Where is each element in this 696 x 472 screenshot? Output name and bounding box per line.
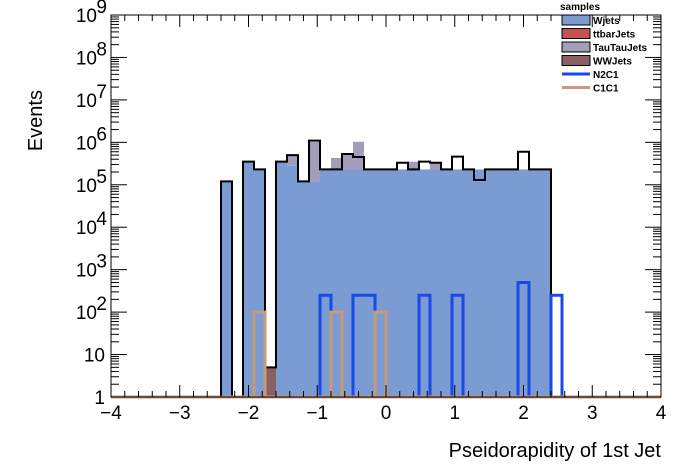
- bar-Wjets-20: [331, 169, 342, 397]
- y-tick-exponent-9: 9: [96, 0, 107, 18]
- legend-swatch-TauTauJets: [561, 41, 591, 53]
- y-tick-exponent-6: 6: [96, 124, 107, 145]
- bar-Wjets-24: [375, 169, 386, 397]
- y-tick-label-1: 10: [84, 346, 105, 367]
- x-tick-label-8: 4: [656, 403, 667, 424]
- bar-Wjets-22: [353, 169, 364, 397]
- bar-TauTauJets-27: [408, 161, 419, 170]
- y-tick-label-2: 10: [76, 303, 97, 324]
- bar-Wjets-36: [507, 169, 518, 397]
- bar-Wjets-35: [496, 169, 507, 397]
- x-tick-label-0: −4: [100, 403, 122, 424]
- bar-TauTauJets-16: [287, 155, 298, 166]
- y-tick-label-6: 10: [76, 133, 97, 154]
- legend-label-N2C1: N2C1: [593, 70, 619, 81]
- y-tick-exponent-5: 5: [96, 167, 107, 188]
- series-TauTauJets: [287, 141, 441, 182]
- bar-Wjets-27: [408, 169, 419, 397]
- bar-Wjets-25: [386, 169, 397, 397]
- stack-outline: [111, 139, 661, 398]
- legend-label-Wjets: Wjets: [593, 16, 620, 27]
- y-tick-label-5: 10: [76, 176, 97, 197]
- y-tick-label-7: 10: [76, 91, 97, 112]
- bar-TauTauJets-29: [430, 162, 441, 170]
- legend-swatch-Wjets: [561, 14, 591, 26]
- y-axis-title: Events: [25, 90, 47, 151]
- bar-Wjets-34: [485, 169, 496, 397]
- bar-Wjets-18: [309, 181, 320, 397]
- bar-TauTauJets-21: [342, 154, 353, 170]
- legend-label-ttbarJets: ttbarJets: [593, 30, 636, 41]
- x-tick-label-4: 0: [381, 403, 392, 424]
- bar-WWJets-14: [265, 367, 276, 397]
- c1c1-spike-0: [252, 310, 267, 397]
- bar-Wjets-15: [276, 161, 287, 397]
- bar-TauTauJets-20: [331, 157, 342, 170]
- y-tick-label-8: 10: [76, 48, 97, 69]
- series-Wjets: [221, 161, 551, 397]
- x-tick-label-2: −2: [238, 403, 260, 424]
- bar-Wjets-19: [320, 169, 331, 397]
- bar-Wjets-39: [540, 169, 551, 397]
- x-tick-label-5: 1: [449, 403, 460, 424]
- y-tick-exponent-3: 3: [96, 252, 107, 273]
- series-WWJets: [265, 367, 276, 397]
- bar-TauTauJets-22: [353, 141, 364, 170]
- c1c1-spike-1: [329, 310, 344, 397]
- bar-Wjets-29: [430, 169, 441, 397]
- c1c1-spike-2: [373, 310, 388, 397]
- bar-Wjets-17: [298, 181, 309, 397]
- bar-Wjets-32: [463, 169, 474, 397]
- bar-Wjets-16: [287, 165, 298, 397]
- x-axis-title: Pseidorapidity of 1st Jet: [449, 440, 662, 462]
- y-tick-label-0: 1: [94, 388, 105, 409]
- y-tick-exponent-4: 4: [96, 209, 107, 230]
- y-tick-exponent-7: 7: [96, 82, 107, 103]
- y-tick-exponent-2: 2: [96, 294, 107, 315]
- bar-Wjets-23: [364, 169, 375, 397]
- y-tick-label-3: 10: [76, 261, 97, 282]
- bar-Wjets-28: [419, 169, 430, 397]
- x-tick-label-7: 3: [587, 403, 598, 424]
- x-tick-label-6: 2: [518, 403, 529, 424]
- bar-Wjets-21: [342, 169, 353, 397]
- bar-Wjets-31: [452, 169, 463, 397]
- bar-TauTauJets-18: [309, 141, 320, 182]
- y-tick-label-9: 10: [76, 6, 97, 27]
- bar-Wjets-30: [441, 169, 452, 397]
- legend: Wjets ttbarJets TauTauJets WWJets N2C1 C1C1: [561, 14, 648, 95]
- legend-swatch-WWJets: [561, 55, 591, 66]
- y-tick-label-4: 10: [76, 218, 97, 239]
- legend-label-WWJets: WWJets: [593, 57, 632, 68]
- y-tick-exponent-8: 8: [96, 39, 107, 60]
- bar-Wjets-12: [243, 161, 254, 397]
- legend-label-C1C1: C1C1: [593, 84, 619, 95]
- bar-Wjets-13: [254, 169, 265, 397]
- legend-swatch-ttbarJets: [561, 28, 591, 39]
- legend-label-TauTauJets: TauTauJets: [593, 43, 648, 54]
- legend-title: samples: [560, 2, 600, 13]
- x-tick-label-3: −1: [306, 403, 328, 424]
- bar-Wjets-10: [221, 181, 232, 397]
- x-tick-label-1: −3: [169, 403, 191, 424]
- bar-Wjets-38: [529, 169, 540, 397]
- bar-Wjets-33: [474, 169, 485, 397]
- bar-Wjets-26: [397, 169, 408, 397]
- stack-bars: [111, 139, 661, 398]
